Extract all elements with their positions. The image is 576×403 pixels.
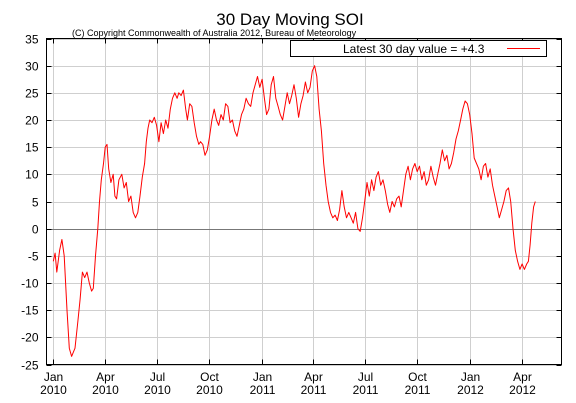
x-tick-label-year: 2010 xyxy=(40,383,67,397)
x-tick-label-year: 2010 xyxy=(92,383,119,397)
tick-marks xyxy=(46,38,562,366)
y-tick-label: 10 xyxy=(25,168,39,182)
x-tick-label-month: Oct xyxy=(200,370,219,384)
x-tick-label-year: 2012 xyxy=(457,383,484,397)
y-tick-label: -15 xyxy=(21,304,39,318)
x-tick-label-month: Jul xyxy=(358,370,373,384)
x-tick-label-month: Jan xyxy=(253,370,272,384)
plot-frame xyxy=(46,38,562,365)
x-axis: Jan2010Apr2010Jul2010Oct2010Jan2011Apr20… xyxy=(40,370,536,397)
legend-label: Latest 30 day value = +4.3 xyxy=(343,42,485,56)
x-tick-label-month: Jan xyxy=(461,370,480,384)
legend: Latest 30 day value = +4.3 xyxy=(290,40,547,57)
y-tick-label: 25 xyxy=(25,87,39,101)
y-tick-label: -5 xyxy=(28,250,39,264)
y-tick-label: 35 xyxy=(25,33,39,47)
x-tick-label-year: 2011 xyxy=(250,383,276,397)
y-tick-label: 20 xyxy=(25,114,39,128)
legend-box xyxy=(290,40,547,57)
y-tick-label: 15 xyxy=(25,141,39,155)
chart-title: 30 Day Moving SOI xyxy=(216,10,363,29)
x-tick-label-year: 2011 xyxy=(353,383,379,397)
y-tick-label: -10 xyxy=(21,277,39,291)
y-tick-label: 0 xyxy=(32,223,39,237)
x-tick-label-year: 2010 xyxy=(144,383,171,397)
y-tick-label: 5 xyxy=(32,196,39,210)
y-tick-label: 30 xyxy=(25,60,39,74)
x-tick-label-month: Apr xyxy=(304,370,323,384)
y-tick-label: -25 xyxy=(21,359,39,373)
series-layer xyxy=(52,65,536,357)
x-tick-label-month: Jan xyxy=(44,370,63,384)
chart-subtitle: (C) Copyright Commonwealth of Australia … xyxy=(72,28,357,38)
x-tick-label-year: 2011 xyxy=(301,383,327,397)
x-tick-label-year: 2011 xyxy=(405,383,431,397)
x-tick-label-month: Apr xyxy=(96,370,115,384)
x-tick-label-month: Oct xyxy=(408,370,427,384)
x-tick-label-year: 2010 xyxy=(196,383,223,397)
x-tick-label-month: Apr xyxy=(513,370,532,384)
x-tick-label-month: Jul xyxy=(150,370,165,384)
y-tick-label: -20 xyxy=(21,331,39,345)
soi-series-line xyxy=(52,65,536,357)
x-tick-label-year: 2012 xyxy=(509,383,536,397)
y-axis: -25 -20 -15 -10 -5 0 5 10 15 20 25 30 35 xyxy=(21,33,39,373)
